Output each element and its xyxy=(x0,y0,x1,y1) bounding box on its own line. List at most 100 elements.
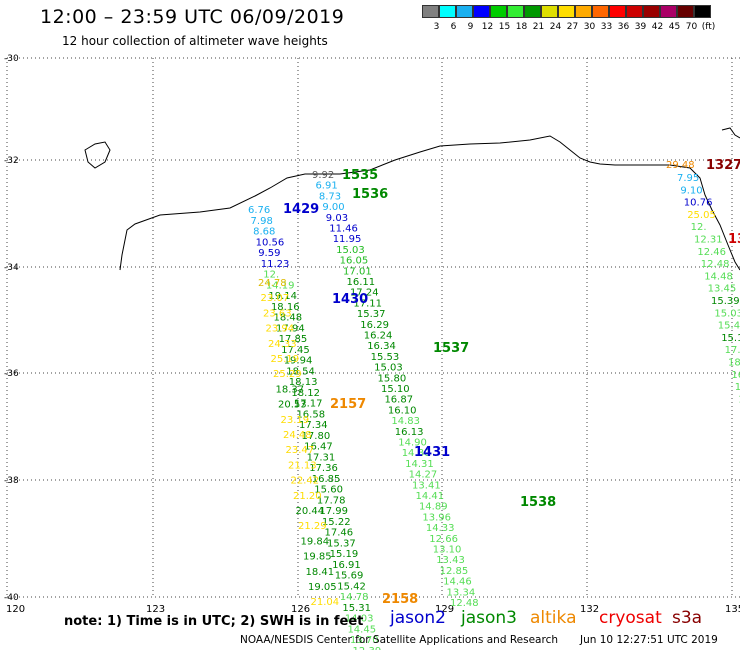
wave-height-value: 16.11 xyxy=(347,277,376,288)
wave-height-value: 15.37 xyxy=(357,309,386,320)
wave-height-value: 14.27 xyxy=(409,470,438,481)
wave-height-value: 14.33 xyxy=(426,523,455,534)
wave-height-value: 17.36 xyxy=(309,463,338,474)
wave-height-value: 14.46 xyxy=(443,577,472,588)
wave-height-value: 9.92 xyxy=(312,170,334,181)
coastline xyxy=(119,135,740,271)
wave-height-value: 12.48 xyxy=(450,598,479,609)
wave-height-value: 17.99 xyxy=(319,506,348,517)
pass-time-label: 13 xyxy=(728,232,740,247)
color-swatch xyxy=(660,5,677,18)
pass-time-label: 2158 xyxy=(382,592,418,607)
color-scale-label: 18 xyxy=(515,22,528,32)
legend-item-s3a: s3a xyxy=(672,608,703,628)
color-scale-bar xyxy=(422,5,711,19)
pass-time-label: 2157 xyxy=(330,397,366,412)
wave-height-value: 16.85 xyxy=(312,474,341,485)
color-swatch xyxy=(524,5,541,18)
wave-height-value: 17.46 xyxy=(325,528,354,539)
wave-height-value: 16.24 xyxy=(364,331,393,342)
pass-time-label: 1430 xyxy=(332,292,368,307)
wave-height-value: 18.16 xyxy=(271,302,300,313)
wave-height-value: 21.20 xyxy=(293,491,322,502)
wave-height-value: 12.39 xyxy=(353,646,382,650)
pass-time-label: 1431 xyxy=(414,445,450,460)
color-scale-label: 21 xyxy=(532,22,545,32)
wave-height-value: 12. xyxy=(263,270,279,281)
wave-height-value: 18.41 xyxy=(306,567,335,578)
wave-height-value: 17.45 xyxy=(281,345,310,356)
longitude-label: 129 xyxy=(435,604,454,615)
island-kangaroo xyxy=(84,141,111,169)
wave-height-value: 20.53 xyxy=(278,400,307,411)
wave-height-value: 17.94 xyxy=(276,323,305,334)
color-scale-label: 42 xyxy=(651,22,664,32)
wave-height-value: 18.6 xyxy=(728,358,740,369)
wave-height-value: 14.83 xyxy=(391,416,420,427)
wave-height-value: 14.80 xyxy=(402,448,431,459)
wave-height-value: 13.70 xyxy=(350,635,379,646)
wave-height-value: 17.01 xyxy=(343,266,372,277)
wave-height-value: 13.34 xyxy=(447,587,476,598)
wave-height-value: 15.03 xyxy=(374,363,403,374)
pass-time-label: 1538 xyxy=(520,495,556,510)
wave-height-value: 14.19 xyxy=(266,280,295,291)
wave-height-value: 18.13 xyxy=(289,377,318,388)
wave-height-value: 24.33 xyxy=(268,339,297,350)
wave-height-value: 29.48 xyxy=(666,160,695,171)
chart-title: 12:00 – 23:59 UTC 06/09/2019 xyxy=(40,6,345,28)
latitude-label: -38 xyxy=(4,476,19,486)
wave-height-value: 11.23 xyxy=(261,259,290,270)
wave-height-value: 14.48 xyxy=(704,271,733,282)
wave-height-value: 8.68 xyxy=(253,227,275,238)
color-swatch xyxy=(456,5,473,18)
color-swatch xyxy=(558,5,575,18)
wave-height-value: 12. xyxy=(691,222,707,233)
wave-height-value: 24.78 xyxy=(258,278,287,289)
wave-height-value: 15.60 xyxy=(314,485,343,496)
legend-item-altika: altika xyxy=(530,608,577,628)
color-scale-label: 6 xyxy=(450,22,457,32)
color-swatch xyxy=(422,5,439,18)
wave-height-value: 13.41 xyxy=(412,480,441,491)
color-scale-label: 27 xyxy=(566,22,579,32)
color-scale-label: 9 xyxy=(467,22,474,32)
color-swatch xyxy=(541,5,558,18)
wave-height-value: 18.37 xyxy=(276,384,305,395)
wave-height-value: 18.54 xyxy=(286,366,315,377)
wave-height-value: 9.03 xyxy=(326,213,348,224)
wave-height-value: 17.85 xyxy=(279,334,308,345)
wave-height-value: 12.48 xyxy=(701,259,730,270)
wave-height-value: 20.44 xyxy=(296,506,325,517)
wave-height-value: 23.07 xyxy=(261,293,290,304)
wave-height-value: 17.31 xyxy=(307,452,336,463)
wave-height-value: 15.14 xyxy=(721,333,740,344)
wave-height-value: 21.13 xyxy=(288,460,317,471)
legend-item-jason3: jason3 xyxy=(461,608,517,628)
pass-time-label: 1429 xyxy=(283,202,319,217)
color-swatch xyxy=(592,5,609,18)
note-text: note: 1) Time is in UTC; 2) SWH is in fe… xyxy=(64,614,364,629)
pass-time-label: 1327 xyxy=(706,158,740,173)
wave-height-value: 15.47 xyxy=(718,321,740,332)
footer-credit: NOAA/NESDIS Center for Satellite Applica… xyxy=(240,634,558,646)
color-swatch xyxy=(507,5,524,18)
wave-height-value: 6.76 xyxy=(248,205,270,216)
color-swatch xyxy=(643,5,660,18)
longitude-label: 123 xyxy=(146,604,165,615)
wave-height-value: 18.12 xyxy=(291,388,320,399)
color-swatch xyxy=(439,5,456,18)
wave-height-value: 23.94 xyxy=(266,324,295,335)
wave-height-value: 16.58 xyxy=(296,409,325,420)
wave-height-value: 10.56 xyxy=(256,237,285,248)
wave-height-value: 9.59 xyxy=(258,248,280,259)
wave-height-value: 15.22 xyxy=(322,517,351,528)
wave-height-value: 8.73 xyxy=(319,191,341,202)
latitude-label: -34 xyxy=(4,263,19,273)
wave-height-value: 23.63 xyxy=(263,308,292,319)
island-tasmania-edge xyxy=(721,127,740,139)
wave-height-value: 15.03 xyxy=(714,308,740,319)
wave-height-value: 16.34 xyxy=(367,341,396,352)
